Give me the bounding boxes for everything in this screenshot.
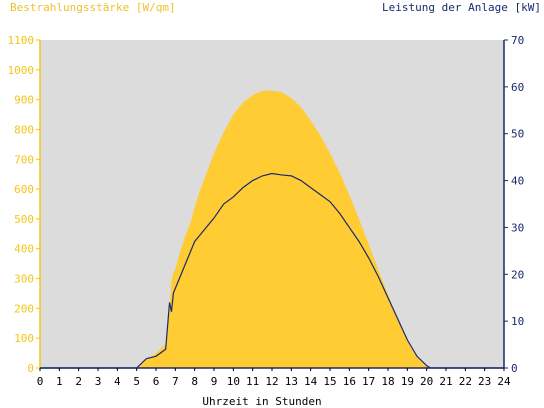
left-tick-label: 100 [14,332,34,345]
x-tick-label: 13 [285,375,298,388]
left-tick-label: 900 [14,94,34,107]
x-tick-label: 18 [381,375,394,388]
right-tick-label: 10 [511,315,524,328]
x-tick-label: 24 [497,375,511,388]
x-tick-label: 15 [323,375,336,388]
x-tick-label: 9 [211,375,218,388]
right-tick-label: 60 [511,81,524,94]
x-tick-label: 4 [114,375,121,388]
left-tick-label: 600 [14,183,34,196]
left-tick-label: 300 [14,273,34,286]
left-tick-label: 700 [14,153,34,166]
x-tick-label: 8 [191,375,198,388]
x-tick-label: 1 [56,375,63,388]
x-tick-label: 5 [133,375,140,388]
x-tick-label: 21 [439,375,452,388]
left-tick-label: 800 [14,123,34,136]
x-tick-label: 12 [265,375,278,388]
x-tick-label: 3 [95,375,102,388]
x-tick-label: 2 [75,375,82,388]
x-tick-label: 22 [459,375,472,388]
left-tick-label: 0 [27,362,34,375]
left-tick-label: 400 [14,243,34,256]
series-layer [40,90,504,369]
left-tick-label: 500 [14,213,34,226]
left-axis-title: Bestrahlungsstärke [W/qm] [10,1,176,14]
x-tick-label: 19 [401,375,414,388]
x-tick-label: 20 [420,375,433,388]
x-tick-label: 0 [37,375,44,388]
x-axis-label: Uhrzeit in Stunden [202,395,321,408]
right-tick-label: 30 [511,221,524,234]
right-tick-label: 20 [511,268,524,281]
x-tick-label: 7 [172,375,179,388]
left-tick-label: 1100 [8,34,35,47]
x-tick-label: 10 [227,375,240,388]
power-line [40,172,504,369]
x-tick-label: 16 [343,375,356,388]
right-tick-label: 50 [511,128,524,141]
axis-layer: 0100200300400500600700800900100011000102… [8,34,525,388]
x-tick-label: 23 [478,375,491,388]
x-tick-label: 14 [304,375,318,388]
x-tick-label: 6 [153,375,160,388]
x-tick-label: 11 [246,375,259,388]
right-axis-title: Leistung der Anlage [kW] [382,1,541,14]
right-tick-label: 0 [511,362,518,375]
left-tick-label: 200 [14,302,34,315]
x-tick-label: 17 [362,375,375,388]
right-tick-label: 40 [511,175,524,188]
right-tick-label: 70 [511,34,524,47]
left-tick-label: 1000 [8,64,35,77]
